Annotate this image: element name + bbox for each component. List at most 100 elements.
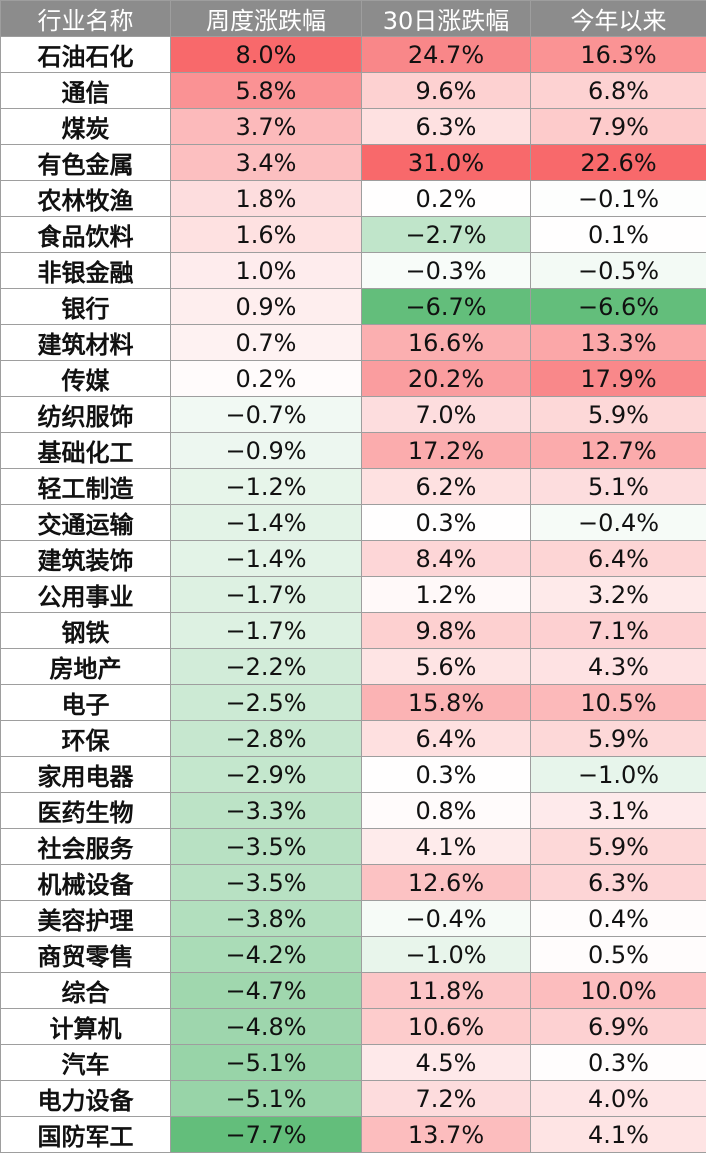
ytd-change-cell: 6.9% xyxy=(531,1009,706,1045)
weekly-change-cell: −1.7% xyxy=(171,577,362,613)
header-industry: 行业名称 xyxy=(1,1,171,37)
industry-name-cell: 综合 xyxy=(1,973,171,1009)
weekly-change-cell: −2.9% xyxy=(171,757,362,793)
30day-change-cell: 31.0% xyxy=(362,145,531,181)
weekly-change-cell: −3.5% xyxy=(171,865,362,901)
weekly-change-cell: 1.6% xyxy=(171,217,362,253)
ytd-change-cell: 6.4% xyxy=(531,541,706,577)
industry-name-cell: 公用事业 xyxy=(1,577,171,613)
industry-name-cell: 银行 xyxy=(1,289,171,325)
ytd-change-cell: 7.9% xyxy=(531,109,706,145)
ytd-change-cell: 4.1% xyxy=(531,1117,706,1153)
weekly-change-cell: −5.1% xyxy=(171,1045,362,1081)
industry-name-cell: 电力设备 xyxy=(1,1081,171,1117)
30day-change-cell: −2.7% xyxy=(362,217,531,253)
industry-name-cell: 建筑材料 xyxy=(1,325,171,361)
industry-name-cell: 建筑装饰 xyxy=(1,541,171,577)
ytd-change-cell: 5.9% xyxy=(531,829,706,865)
30day-change-cell: 9.6% xyxy=(362,73,531,109)
ytd-change-cell: 12.7% xyxy=(531,433,706,469)
weekly-change-cell: 0.9% xyxy=(171,289,362,325)
ytd-change-cell: 10.5% xyxy=(531,685,706,721)
30day-change-cell: 10.6% xyxy=(362,1009,531,1045)
industry-name-cell: 钢铁 xyxy=(1,613,171,649)
industry-name-cell: 纺织服饰 xyxy=(1,397,171,433)
ytd-change-cell: 7.1% xyxy=(531,613,706,649)
ytd-change-cell: 5.9% xyxy=(531,397,706,433)
weekly-change-cell: −1.4% xyxy=(171,505,362,541)
weekly-change-cell: −3.5% xyxy=(171,829,362,865)
weekly-change-cell: 5.8% xyxy=(171,73,362,109)
ytd-change-cell: 22.6% xyxy=(531,145,706,181)
weekly-change-cell: 3.7% xyxy=(171,109,362,145)
ytd-change-cell: −0.1% xyxy=(531,181,706,217)
30day-change-cell: 17.2% xyxy=(362,433,531,469)
ytd-change-cell: 4.0% xyxy=(531,1081,706,1117)
ytd-change-cell: −1.0% xyxy=(531,757,706,793)
30day-change-cell: 6.4% xyxy=(362,721,531,757)
30day-change-cell: 0.8% xyxy=(362,793,531,829)
header-ytd-change: 今年以来 xyxy=(531,1,706,37)
industry-name-cell: 房地产 xyxy=(1,649,171,685)
weekly-change-cell: −7.7% xyxy=(171,1117,362,1153)
table-row: 交通运输−1.4%0.3%−0.4% xyxy=(1,505,706,541)
table-row: 建筑装饰−1.4%8.4%6.4% xyxy=(1,541,706,577)
industry-name-cell: 煤炭 xyxy=(1,109,171,145)
30day-change-cell: 4.5% xyxy=(362,1045,531,1081)
weekly-change-cell: −3.3% xyxy=(171,793,362,829)
table-row: 计算机−4.8%10.6%6.9% xyxy=(1,1009,706,1045)
table-row: 机械设备−3.5%12.6%6.3% xyxy=(1,865,706,901)
ytd-change-cell: 17.9% xyxy=(531,361,706,397)
ytd-change-cell: 13.3% xyxy=(531,325,706,361)
industry-name-cell: 环保 xyxy=(1,721,171,757)
industry-name-cell: 美容护理 xyxy=(1,901,171,937)
weekly-change-cell: −5.1% xyxy=(171,1081,362,1117)
industry-name-cell: 社会服务 xyxy=(1,829,171,865)
industry-name-cell: 石油石化 xyxy=(1,37,171,73)
header-row: 行业名称 周度涨跌幅 30日涨跌幅 今年以来 xyxy=(1,1,706,37)
30day-change-cell: 15.8% xyxy=(362,685,531,721)
30day-change-cell: 7.2% xyxy=(362,1081,531,1117)
industry-name-cell: 汽车 xyxy=(1,1045,171,1081)
ytd-change-cell: 6.8% xyxy=(531,73,706,109)
weekly-change-cell: 8.0% xyxy=(171,37,362,73)
weekly-change-cell: 1.0% xyxy=(171,253,362,289)
industry-name-cell: 商贸零售 xyxy=(1,937,171,973)
30day-change-cell: −1.0% xyxy=(362,937,531,973)
30day-change-cell: 8.4% xyxy=(362,541,531,577)
industry-name-cell: 交通运输 xyxy=(1,505,171,541)
table-row: 电力设备−5.1%7.2%4.0% xyxy=(1,1081,706,1117)
weekly-change-cell: −4.2% xyxy=(171,937,362,973)
table-row: 汽车−5.1%4.5%0.3% xyxy=(1,1045,706,1081)
table-row: 医药生物−3.3%0.8%3.1% xyxy=(1,793,706,829)
ytd-change-cell: 3.2% xyxy=(531,577,706,613)
ytd-change-cell: 0.1% xyxy=(531,217,706,253)
industry-name-cell: 轻工制造 xyxy=(1,469,171,505)
industry-name-cell: 医药生物 xyxy=(1,793,171,829)
table-row: 纺织服饰−0.7%7.0%5.9% xyxy=(1,397,706,433)
industry-name-cell: 计算机 xyxy=(1,1009,171,1045)
30day-change-cell: 13.7% xyxy=(362,1117,531,1153)
ytd-change-cell: 5.9% xyxy=(531,721,706,757)
table-row: 钢铁−1.7%9.8%7.1% xyxy=(1,613,706,649)
industry-name-cell: 食品饮料 xyxy=(1,217,171,253)
ytd-change-cell: 6.3% xyxy=(531,865,706,901)
header-weekly-change: 周度涨跌幅 xyxy=(171,1,362,37)
30day-change-cell: 12.6% xyxy=(362,865,531,901)
industry-name-cell: 农林牧渔 xyxy=(1,181,171,217)
30day-change-cell: 4.1% xyxy=(362,829,531,865)
table-row: 轻工制造−1.2%6.2%5.1% xyxy=(1,469,706,505)
ytd-change-cell: −6.6% xyxy=(531,289,706,325)
weekly-change-cell: −4.7% xyxy=(171,973,362,1009)
industry-name-cell: 家用电器 xyxy=(1,757,171,793)
ytd-change-cell: 3.1% xyxy=(531,793,706,829)
